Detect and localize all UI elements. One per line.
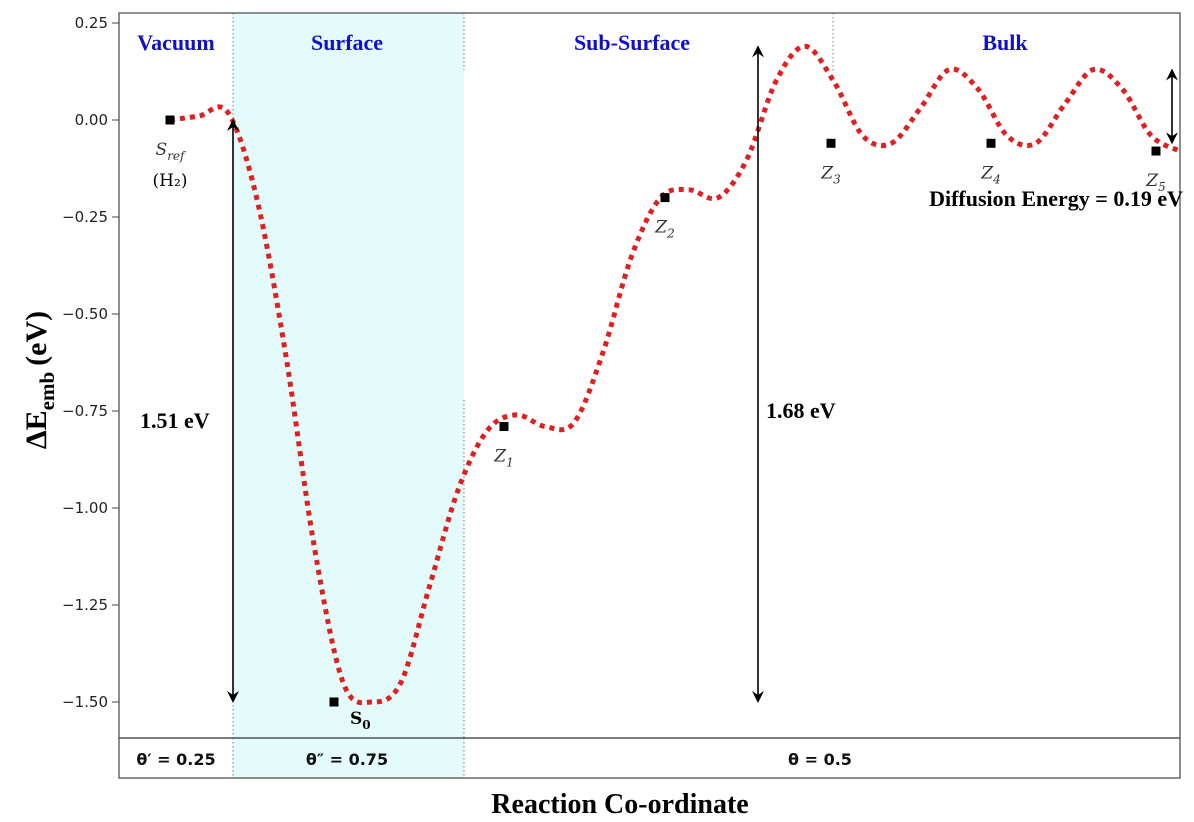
region-label-bulk: Bulk [982, 30, 1028, 55]
y-tick-label: −1.00 [62, 499, 108, 517]
surface-region-shade [233, 13, 464, 778]
y-tick-label: −1.50 [62, 693, 108, 711]
energy-gap-label: 1.51 eV [140, 408, 210, 433]
state-label-extra: (H₂) [153, 171, 188, 191]
state-marker [165, 115, 175, 125]
x-axis-title: Reaction Co-ordinate [491, 789, 748, 820]
state-marker [986, 138, 996, 148]
state-label: Sref [156, 140, 187, 163]
coverage-strip-frame [118, 737, 1181, 779]
y-axis-title-subscript: emb [35, 372, 59, 411]
state-label: Z5 [1145, 171, 1165, 194]
region-label-sub-surface: Sub-Surface [574, 30, 690, 55]
y-tick-label: 0.00 [75, 111, 108, 129]
y-axis-title: ΔEemb (eV) [20, 311, 59, 449]
state-label: Z2 [654, 218, 674, 241]
energy-gap-label: Diffusion Energy = 0.19 eV [929, 186, 1183, 211]
state-label: Z4 [980, 163, 1000, 186]
region-label-vacuum: Vacuum [137, 30, 214, 55]
coverage-label-vacuum: θ′ = 0.25 [136, 750, 215, 769]
state-marker [826, 138, 836, 148]
state-marker [660, 193, 670, 203]
y-tick-label: −0.50 [62, 305, 108, 323]
state-marker [1151, 146, 1161, 156]
series-layer [169, 43, 1182, 706]
energy-curve [169, 43, 1182, 706]
coverage-strip: θ′ = 0.25 θ″ = 0.75 θ = 0.5 [118, 737, 1181, 779]
state-marker [329, 697, 339, 707]
y-tick-label: −0.25 [62, 208, 108, 226]
y-tick-label: 0.25 [75, 14, 108, 32]
y-tick-label: −1.25 [62, 596, 108, 614]
energy-gap-label: 1.68 eV [766, 398, 836, 423]
state-label: S0 [350, 709, 371, 732]
state-marker [499, 422, 509, 432]
coverage-label-bulk: θ = 0.5 [788, 750, 852, 769]
points-layer: Sref (H₂) S0 Z1 Z2 Z3 Z4 Z5 [153, 115, 1166, 732]
y-tick-label: −0.75 [62, 402, 108, 420]
coverage-label-surface: θ″ = 0.75 [306, 750, 388, 769]
y-axis: 0.25 0.00 −0.25 −0.50 −0.75 −1.00 −1.25 −1.50 [62, 14, 119, 711]
y-axis-title-unit: (eV) [20, 311, 53, 366]
region-label-surface: Surface [311, 30, 383, 55]
annotations-layer: 1.51 eV 1.68 eV Diffusion Energy = 0.19 eV [140, 45, 1183, 703]
y-axis-title-main: ΔE [20, 410, 53, 449]
state-label: Z1 [493, 447, 513, 470]
state-label: Z3 [820, 163, 841, 186]
